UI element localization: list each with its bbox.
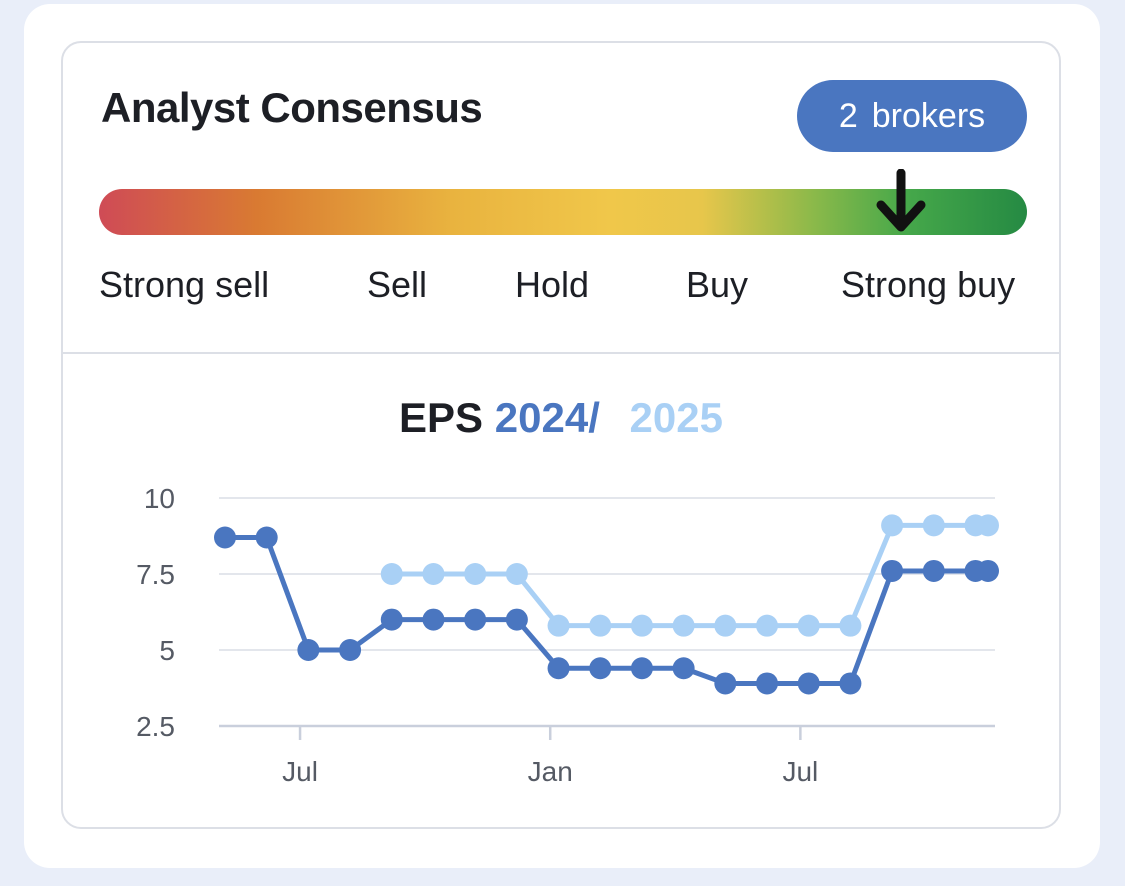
- x-tick-label: Jan: [528, 756, 573, 787]
- scale-label-strong-sell: Strong sell: [99, 264, 270, 305]
- data-point-2024: [380, 608, 403, 631]
- chart-title: EPS 2024/ 2025: [63, 397, 1059, 439]
- brokers-label: brokers: [871, 96, 986, 135]
- data-point-2024: [630, 657, 653, 680]
- data-point-2024: [881, 559, 904, 582]
- scale-label-buy: Buy: [686, 264, 749, 305]
- data-point-2024: [922, 559, 945, 582]
- data-point-2025: [839, 614, 862, 637]
- data-point-2024: [547, 657, 570, 680]
- data-point-2024: [214, 526, 236, 549]
- data-point-2025: [714, 614, 737, 637]
- scale-label-hold: Hold: [515, 264, 590, 305]
- data-point-2024: [756, 672, 779, 695]
- chart-title-separator: /: [588, 394, 600, 441]
- data-point-2025: [797, 614, 820, 637]
- y-tick-label: 10: [144, 483, 175, 514]
- data-point-2024: [977, 559, 999, 582]
- y-tick-label: 7.5: [136, 559, 175, 590]
- data-point-2024: [297, 639, 320, 661]
- brokers-badge[interactable]: 2 brokers: [797, 80, 1027, 152]
- chart-title-prefix: EPS: [399, 394, 484, 441]
- data-point-2025: [380, 563, 403, 585]
- data-point-2025: [630, 614, 653, 637]
- analyst-consensus-card: Analyst Consensus 2 brokers Strong sell …: [61, 41, 1061, 829]
- y-tick-label: 5: [159, 635, 175, 666]
- data-point-2024: [589, 657, 612, 680]
- data-point-2024: [464, 608, 487, 631]
- data-point-2025: [589, 614, 612, 637]
- data-point-2024: [797, 672, 820, 695]
- data-point-2024: [505, 608, 528, 631]
- data-point-2025: [977, 514, 999, 537]
- card-divider: [63, 352, 1059, 354]
- arrow-down-icon: [876, 169, 926, 232]
- consensus-title: Analyst Consensus: [101, 84, 483, 131]
- data-point-2025: [756, 614, 779, 637]
- data-point-2025: [422, 563, 445, 585]
- gauge-scale-labels: Strong sell Sell Hold Buy Strong buy: [63, 265, 1059, 315]
- brokers-count: 2: [838, 96, 858, 135]
- data-point-2025: [922, 514, 945, 537]
- data-point-2025: [505, 563, 528, 585]
- scale-label-strong-buy: Strong buy: [841, 264, 1016, 305]
- data-point-2025: [547, 614, 570, 637]
- y-tick-label: 2.5: [136, 711, 175, 742]
- data-point-2024: [839, 672, 862, 695]
- chart-title-year-2025[interactable]: 2025: [629, 394, 723, 441]
- data-point-2024: [672, 657, 695, 680]
- x-tick-label: Jul: [282, 756, 318, 787]
- x-tick-label: Jul: [782, 756, 818, 787]
- data-point-2025: [672, 614, 695, 637]
- eps-line-chart: 10 7.5 5 2.5 Jul Jan Jul: [136, 483, 999, 787]
- series-line-2025: [389, 522, 991, 629]
- data-point-2025: [881, 514, 904, 537]
- data-point-2024: [422, 608, 445, 631]
- data-point-2024: [255, 526, 278, 549]
- data-point-2024: [339, 639, 362, 661]
- data-point-2025: [464, 563, 487, 585]
- consensus-gauge-bar: [99, 189, 1027, 235]
- data-point-2024: [714, 672, 737, 695]
- chart-title-year-2024[interactable]: 2024: [494, 394, 589, 441]
- scale-label-sell: Sell: [367, 264, 428, 305]
